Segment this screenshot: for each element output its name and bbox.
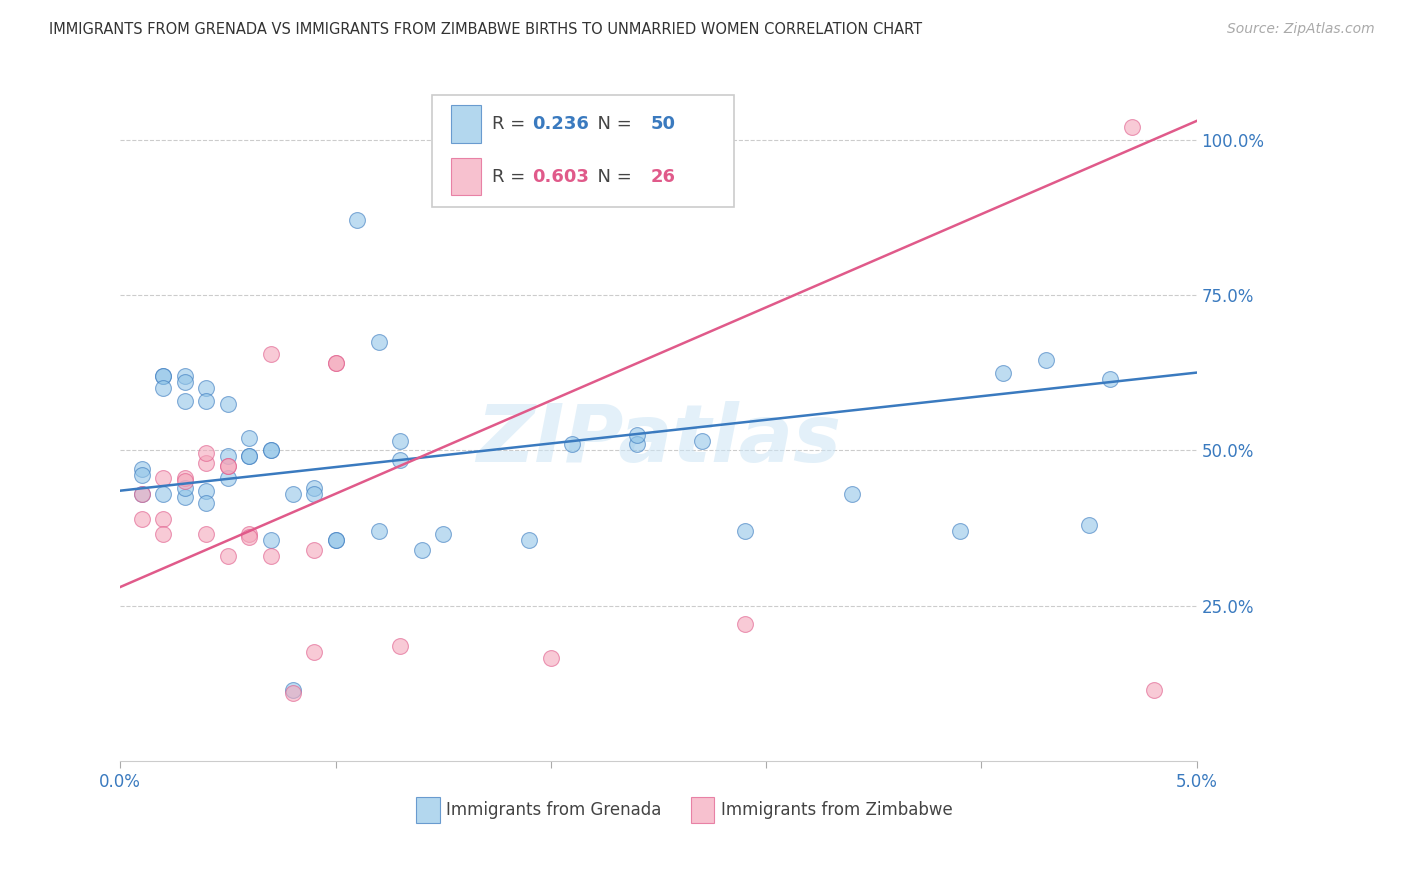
Point [690,434,713,448]
Point [302,542,325,557]
Point [561,437,583,451]
Point [217,397,239,411]
Point [195,527,218,541]
Point [841,487,863,501]
Point [1035,353,1057,368]
Point [367,334,389,349]
Point [152,511,174,525]
Point [325,356,347,370]
Point [626,437,648,451]
Point [367,524,389,538]
Text: R =: R = [492,168,530,186]
Point [152,381,174,395]
Point [411,542,433,557]
Point [152,368,174,383]
Point [346,213,368,227]
Point [281,487,304,501]
Point [325,533,347,548]
Point [238,527,260,541]
Text: 0.236: 0.236 [533,115,589,133]
Point [195,381,218,395]
Point [238,530,260,544]
Point [1078,517,1101,532]
Point [195,393,218,408]
Point [152,487,174,501]
Point [302,481,325,495]
Point [1142,682,1164,697]
Point [238,431,260,445]
Point [260,347,283,361]
Point [432,527,454,541]
Text: N =: N = [586,115,638,133]
FancyBboxPatch shape [451,158,481,195]
FancyBboxPatch shape [433,95,734,207]
Point [281,685,304,699]
Point [152,471,174,485]
Text: IMMIGRANTS FROM GRENADA VS IMMIGRANTS FROM ZIMBABWE BIRTHS TO UNMARRIED WOMEN CO: IMMIGRANTS FROM GRENADA VS IMMIGRANTS FR… [49,22,922,37]
Point [173,490,195,504]
Point [173,471,195,485]
Point [325,356,347,370]
Point [131,462,153,476]
Point [260,443,283,458]
Point [389,639,412,653]
Point [131,487,153,501]
Point [152,527,174,541]
Text: Immigrants from Grenada: Immigrants from Grenada [447,801,662,819]
Point [195,456,218,470]
Point [626,427,648,442]
Point [991,366,1014,380]
Point [131,487,153,501]
Point [389,452,412,467]
Point [173,475,195,489]
Point [949,524,972,538]
Text: 26: 26 [651,168,676,186]
Point [173,393,195,408]
Point [238,450,260,464]
Text: Source: ZipAtlas.com: Source: ZipAtlas.com [1227,22,1375,37]
Point [1099,372,1122,386]
Point [238,450,260,464]
Point [325,533,347,548]
Point [734,524,756,538]
Point [260,549,283,563]
Text: 50: 50 [651,115,676,133]
Point [131,468,153,483]
Point [173,375,195,389]
Point [217,450,239,464]
FancyBboxPatch shape [416,797,440,823]
Text: ZIPatlas: ZIPatlas [477,401,841,479]
FancyBboxPatch shape [451,105,481,143]
Point [195,496,218,510]
Point [217,471,239,485]
Point [195,483,218,498]
Text: N =: N = [586,168,638,186]
Point [217,458,239,473]
Point [302,487,325,501]
Point [217,458,239,473]
Point [152,368,174,383]
Text: R =: R = [492,115,530,133]
Point [173,368,195,383]
FancyBboxPatch shape [690,797,714,823]
Point [260,533,283,548]
Point [540,651,562,665]
Point [195,446,218,460]
Point [389,434,412,448]
Point [517,533,540,548]
Point [173,481,195,495]
Point [734,617,756,632]
Point [260,443,283,458]
Point [1121,120,1143,135]
Point [217,549,239,563]
Point [281,682,304,697]
Point [131,511,153,525]
Point [302,645,325,659]
Text: Immigrants from Zimbabwe: Immigrants from Zimbabwe [721,801,953,819]
Text: 0.603: 0.603 [533,168,589,186]
